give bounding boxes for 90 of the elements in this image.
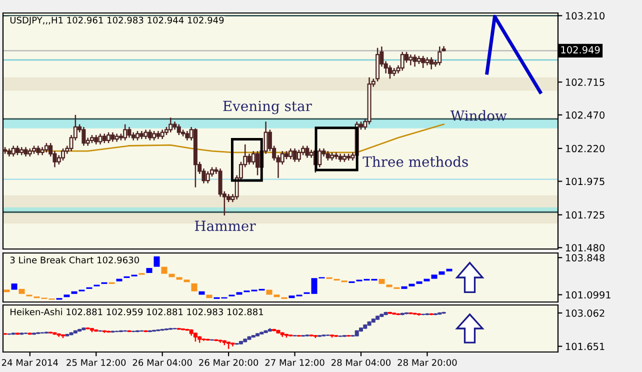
- y-tick-label: 103.210: [566, 12, 605, 20]
- y-tick-label: 101.725: [566, 211, 604, 219]
- y-tick-label: 101.975: [566, 178, 604, 186]
- bar: [274, 294, 280, 298]
- y-tick-label: 103.062: [566, 309, 604, 317]
- y-tick-label: 102.220: [566, 144, 605, 152]
- bar: [386, 284, 392, 288]
- bar: [71, 291, 78, 294]
- candlestick: [176, 124, 181, 136]
- candlestick: [206, 170, 210, 184]
- annotation: Three methods: [362, 156, 468, 167]
- candlestick: [123, 124, 128, 142]
- bar: [191, 283, 198, 292]
- candlestick: [144, 129, 148, 140]
- bar: [184, 280, 190, 282]
- candlestick: [82, 126, 86, 146]
- bar: [116, 278, 122, 282]
- x-tick-label: 27 Mar 12:00: [265, 359, 324, 366]
- candlestick: [408, 54, 413, 66]
- bar: [378, 278, 385, 284]
- bar: [206, 294, 212, 298]
- annotation: Window: [450, 110, 507, 121]
- candlestick: [24, 146, 28, 158]
- candlestick: [429, 56, 434, 70]
- bar: [408, 284, 415, 286]
- candlestick: [292, 148, 297, 162]
- candlestick: [288, 148, 293, 160]
- candlestick: [15, 145, 20, 156]
- x-tick-label: 26 Mar 20:00: [199, 359, 258, 366]
- candlestick: [98, 133, 102, 146]
- bar: [401, 286, 408, 289]
- x-tick-label: 26 Mar 04:00: [132, 359, 192, 366]
- bar: [11, 284, 18, 290]
- candlestick: [102, 133, 106, 144]
- x-tick-label: 25 Mar 12:00: [66, 359, 126, 366]
- bar: [154, 256, 160, 267]
- candlestick: [136, 130, 140, 142]
- candlestick: [251, 150, 256, 166]
- candlestick: [168, 116, 173, 133]
- chart-title: Heiken-Ashi 102.881 102.959 102.881 102.983 102.881: [10, 308, 264, 316]
- x-tick-label: 28 Mar 04:00: [332, 359, 391, 366]
- bar: [18, 288, 25, 294]
- candlestick: [94, 134, 98, 146]
- candlestick: [185, 130, 190, 142]
- candlestick: [110, 132, 115, 142]
- y-tick-label: 101.651: [566, 342, 604, 350]
- candlestick: [148, 129, 152, 142]
- y-tick-label: 103.848: [566, 254, 604, 262]
- candlestick: [388, 64, 392, 80]
- candlestick: [296, 149, 301, 162]
- bar: [236, 292, 242, 295]
- bar: [161, 266, 168, 274]
- bar: [446, 268, 452, 272]
- y-tick-label: 102.470: [566, 111, 605, 119]
- x-tick-label: 24 Mar 2014: [2, 359, 58, 366]
- candlestick: [36, 145, 40, 156]
- candlestick: [61, 148, 66, 162]
- candlestick: [127, 126, 132, 138]
- bar: [64, 294, 70, 298]
- annotation: Evening star: [223, 100, 312, 114]
- annotation: Hammer: [194, 220, 256, 232]
- candlestick: [152, 130, 156, 142]
- chart-title: USDJPY,,,H1 102.961 102.983 102.944 102.949: [10, 16, 224, 26]
- candlestick: [305, 145, 310, 158]
- y-tick-label: 101.0991: [566, 291, 610, 299]
- candlestick: [421, 55, 426, 69]
- candlestick: [438, 46, 442, 66]
- bar: [416, 281, 422, 284]
- candlestick: [106, 132, 111, 144]
- y-tick-label: 101.480: [566, 244, 605, 252]
- candlestick: [256, 150, 260, 176]
- bar: [4, 290, 10, 292]
- bar: [266, 290, 272, 295]
- candlestick: [160, 129, 164, 140]
- bar: [424, 278, 430, 282]
- bar: [176, 277, 182, 280]
- bar: [431, 274, 438, 279]
- candlestick: [326, 150, 330, 162]
- chart-title: 3 Line Break Chart 102.9630: [10, 256, 139, 264]
- candlestick: [11, 145, 16, 158]
- candlestick: [44, 142, 48, 154]
- candlestick: [400, 51, 404, 72]
- ref-line-label: 102.949: [561, 46, 600, 54]
- x-tick-label: 28 Mar 20:00: [398, 359, 457, 366]
- candlestick: [412, 54, 417, 68]
- candlestick: [247, 153, 252, 166]
- line-series: [4, 124, 444, 154]
- bar: [146, 268, 152, 273]
- y-tick-label: 102.715: [566, 78, 604, 86]
- candlestick: [318, 148, 322, 168]
